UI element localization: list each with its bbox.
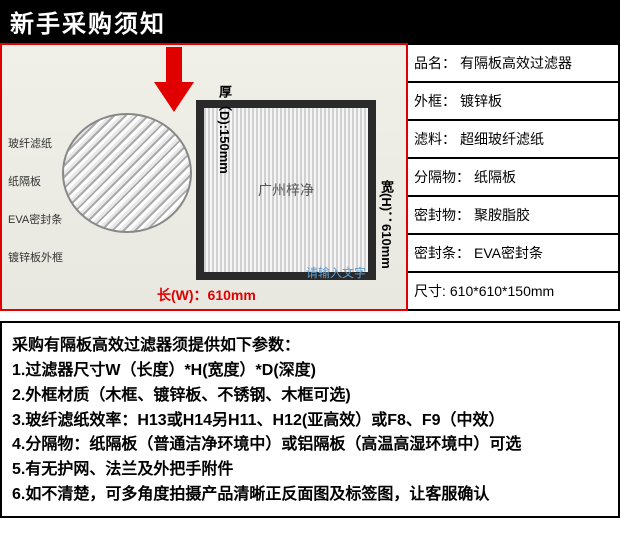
instruction-line-3: 3.玻纤滤纸效率：H13或H14另H11、H12(亚高效）或F8、F9（中效） xyxy=(12,409,608,434)
spec-label: 尺寸: xyxy=(414,281,446,301)
placeholder-hint: 请输入文字 xyxy=(306,264,366,281)
spec-row-media: 滤料： 超细玻纤滤纸 xyxy=(408,121,618,159)
dimension-width: 宽(H)：610mm xyxy=(377,180,396,269)
spec-row-frame: 外框： 镀锌板 xyxy=(408,83,618,121)
spec-label: 外框： xyxy=(414,91,456,111)
spec-value: 610*610*150mm xyxy=(450,283,554,299)
spec-label: 密封物： xyxy=(414,205,470,225)
product-image-area: 玻纤滤纸 纸隔板 EVA密封条 镀锌板外框 广州梓净 厚（D):150mm 宽(… xyxy=(0,43,408,311)
material-label-3: EVA密封条 xyxy=(6,209,65,229)
instruction-line-2: 2.外框材质（木框、镀锌板、不锈钢、木框可选) xyxy=(12,384,608,409)
spec-row-size: 尺寸: 610*610*150mm xyxy=(408,273,618,309)
dimension-length: 长(W)：610mm xyxy=(157,285,256,305)
instruction-line-5: 5.有无护网、法兰及外把手附件 xyxy=(12,458,608,483)
spec-row-separator: 分隔物： 纸隔板 xyxy=(408,159,618,197)
top-section: 玻纤滤纸 纸隔板 EVA密封条 镀锌板外框 广州梓净 厚（D):150mm 宽(… xyxy=(0,43,620,311)
instructions-panel: 采购有隔板高效过滤器须提供如下参数： 1.过滤器尺寸W（长度）*H(宽度）*D(… xyxy=(0,321,620,518)
header-title: 新手采购须知 xyxy=(0,0,620,43)
instruction-line-1: 1.过滤器尺寸W（长度）*H(宽度）*D(深度) xyxy=(12,359,608,384)
material-label-4: 镀锌板外框 xyxy=(6,247,65,267)
spec-label: 品名： xyxy=(414,53,456,73)
spec-value: 超细玻纤滤纸 xyxy=(460,129,544,149)
dimension-thickness: 厚（D):150mm xyxy=(215,85,234,174)
spec-value: 聚胺脂胶 xyxy=(474,205,530,225)
material-labels: 玻纤滤纸 纸隔板 EVA密封条 镀锌板外框 xyxy=(6,133,65,285)
spec-row-gasket: 密封条： EVA密封条 xyxy=(408,235,618,273)
instructions-intro: 采购有隔板高效过滤器须提供如下参数： xyxy=(12,331,608,355)
spec-value: 纸隔板 xyxy=(474,167,516,187)
material-label-2: 纸隔板 xyxy=(6,171,65,191)
brand-text: 广州梓净 xyxy=(258,180,314,200)
instruction-line-6: 6.如不清楚，可多角度拍摄产品清晰正反面图及标签图，让客服确认 xyxy=(12,483,608,508)
spec-label: 密封条： xyxy=(414,243,470,263)
material-label-1: 玻纤滤纸 xyxy=(6,133,65,153)
spec-table: 品名： 有隔板高效过滤器 外框： 镀锌板 滤料： 超细玻纤滤纸 分隔物： 纸隔板… xyxy=(408,43,620,311)
spec-label: 分隔物： xyxy=(414,167,470,187)
spec-value: 有隔板高效过滤器 xyxy=(460,53,572,73)
instruction-line-4: 4.分隔物：纸隔板（普通洁净环境中）或铝隔板（高温高湿环境中）可选 xyxy=(12,433,608,458)
spec-value: EVA密封条 xyxy=(474,243,543,263)
pointer-arrow-icon xyxy=(144,47,204,122)
spec-label: 滤料： xyxy=(414,129,456,149)
spec-row-name: 品名： 有隔板高效过滤器 xyxy=(408,45,618,83)
spec-value: 镀锌板 xyxy=(460,91,502,111)
spec-row-sealant: 密封物： 聚胺脂胶 xyxy=(408,197,618,235)
zoom-detail-icon xyxy=(62,113,192,233)
